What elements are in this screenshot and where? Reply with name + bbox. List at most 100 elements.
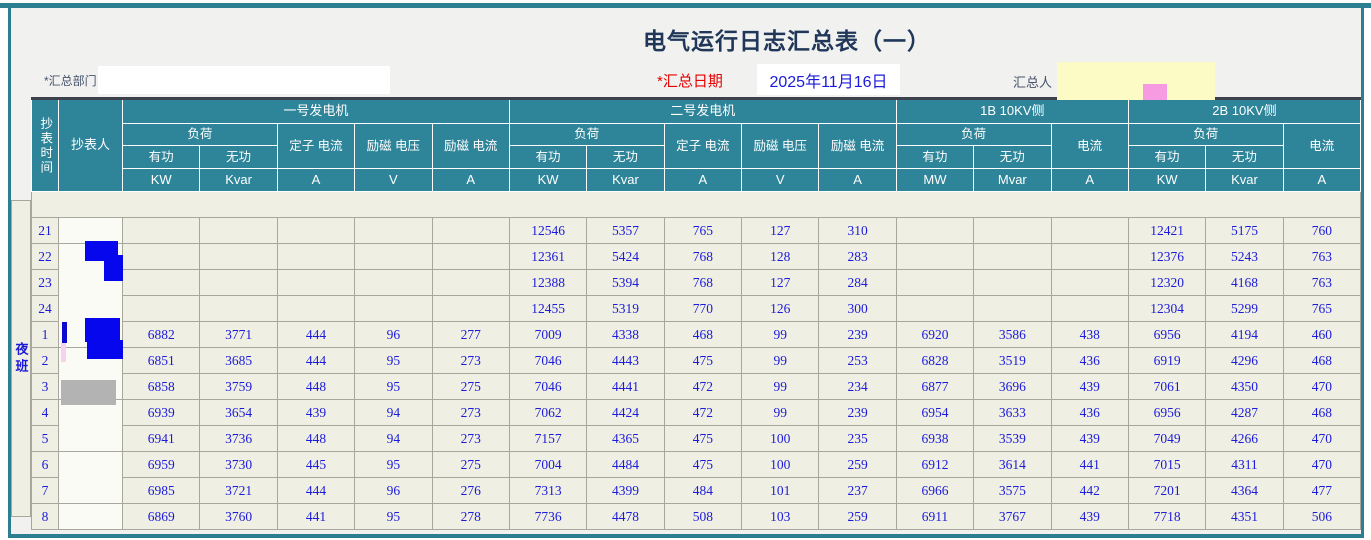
value-cell: 126 [740,295,820,322]
value-cell: 4441 [586,373,665,400]
value-cell: 508 [663,503,743,530]
row-hour: 22 [31,243,59,270]
unit-header: V [354,168,433,192]
value-cell: 283 [818,243,897,270]
dept-input[interactable] [98,66,390,94]
value-cell: 277 [431,321,510,348]
table-row: 8 6869 3760 441 95 278 7736 4478 508 103 259 6911 37… [31,503,1362,530]
value-cell: 101 [740,477,820,504]
row-hour: 21 [31,217,59,244]
table-row: 24 12455 5319 770 126 300 12304 5299 765 [31,295,1362,322]
current-header: 电流 [1282,123,1362,169]
table-row: 3 6858 3759 448 95 275 7046 4441 472 99 234 6877 369… [31,373,1362,400]
value-cell: 765 [663,217,743,244]
value-cell [1050,217,1129,244]
value-cell: 4484 [586,451,665,478]
value-cell: 12421 [1127,217,1207,244]
value-cell: 7004 [508,451,588,478]
value-cell: 475 [663,425,743,452]
value-cell: 442 [1050,477,1129,504]
row-hour: 1 [31,321,59,348]
value-cell: 448 [276,425,356,452]
value-cell: 3696 [973,373,1052,400]
unit-header: A [1282,168,1362,192]
value-cell: 6954 [895,399,975,426]
value-cell: 439 [1050,503,1129,530]
time-column-header: 抄表时间 [31,98,59,192]
value-cell: 5175 [1205,217,1284,244]
value-cell: 273 [431,425,510,452]
table-row: 6 6959 3730 445 95 275 7004 4484 475 100 259 6912 36… [31,451,1362,504]
value-cell: 96 [354,321,433,348]
active-header: 有功 [1127,145,1207,169]
value-cell: 4350 [1205,373,1284,400]
value-cell: 127 [740,217,820,244]
value-cell: 6911 [895,503,975,530]
dept-label: *汇总部门 [44,74,97,88]
value-cell [121,243,201,270]
value-cell: 768 [663,243,743,270]
value-cell: 95 [354,451,433,478]
value-cell [354,243,433,270]
value-cell: 99 [740,321,820,348]
value-cell: 470 [1282,373,1362,400]
reader-redaction-blue [104,255,123,281]
value-cell: 468 [663,321,743,348]
value-cell: 468 [1282,399,1362,426]
table-row: 5 6941 3736 448 94 273 7157 4365 475 100 235 6938 35… [31,425,1362,452]
value-cell [1050,295,1129,322]
value-cell: 477 [1282,477,1362,504]
value-cell [1050,243,1129,270]
value-cell: 3771 [199,321,278,348]
value-cell: 5394 [586,269,665,296]
log-table: 抄表时间 抄表人 一号发电机 二号发电机 1B 10KV侧 2B 10KV侧 负… [31,97,1362,530]
row-hour: 7 [31,477,59,504]
value-cell: 444 [276,321,356,348]
value-cell: 439 [1050,425,1129,452]
value-cell [199,295,278,322]
value-cell [276,269,356,296]
reader-redaction-blue [87,340,123,359]
reactive-header: 无功 [586,145,665,169]
value-cell: 3767 [973,503,1052,530]
date-field[interactable]: 2025年11月16日 [757,64,900,95]
stator-current-header: 定子 电流 [663,123,743,169]
value-cell: 12546 [508,217,588,244]
value-cell: 3586 [973,321,1052,348]
value-cell: 127 [740,269,820,296]
group-1b10kv: 1B 10KV侧 [895,98,1129,124]
value-cell [431,269,510,296]
value-cell: 7062 [508,399,588,426]
value-cell [276,295,356,322]
current-header: 电流 [1050,123,1129,169]
value-cell: 12304 [1127,295,1207,322]
value-cell: 765 [1282,295,1362,322]
date-label: *汇总日期 [657,73,723,90]
load-header: 负荷 [508,123,665,146]
value-cell: 3685 [199,347,278,374]
value-cell: 760 [1282,217,1362,244]
value-cell: 6828 [895,347,975,374]
value-cell: 7009 [508,321,588,348]
value-cell: 4296 [1205,347,1284,374]
unit-header: Kvar [1205,168,1284,192]
value-cell: 12320 [1127,269,1207,296]
value-cell: 6956 [1127,321,1207,348]
value-cell [354,217,433,244]
reader-column-header: 抄表人 [58,98,123,192]
value-cell: 7046 [508,373,588,400]
value-cell: 3760 [199,503,278,530]
value-cell: 6956 [1127,399,1207,426]
active-header: 有功 [121,145,201,169]
value-cell [199,269,278,296]
unit-header: A [1050,168,1129,192]
value-cell: 6959 [121,451,201,478]
value-cell: 276 [431,477,510,504]
value-cell: 6941 [121,425,201,452]
load-header: 负荷 [1127,123,1284,146]
unit-header: V [740,168,820,192]
value-cell: 5243 [1205,243,1284,270]
value-cell: 6851 [121,347,201,374]
value-cell: 6966 [895,477,975,504]
